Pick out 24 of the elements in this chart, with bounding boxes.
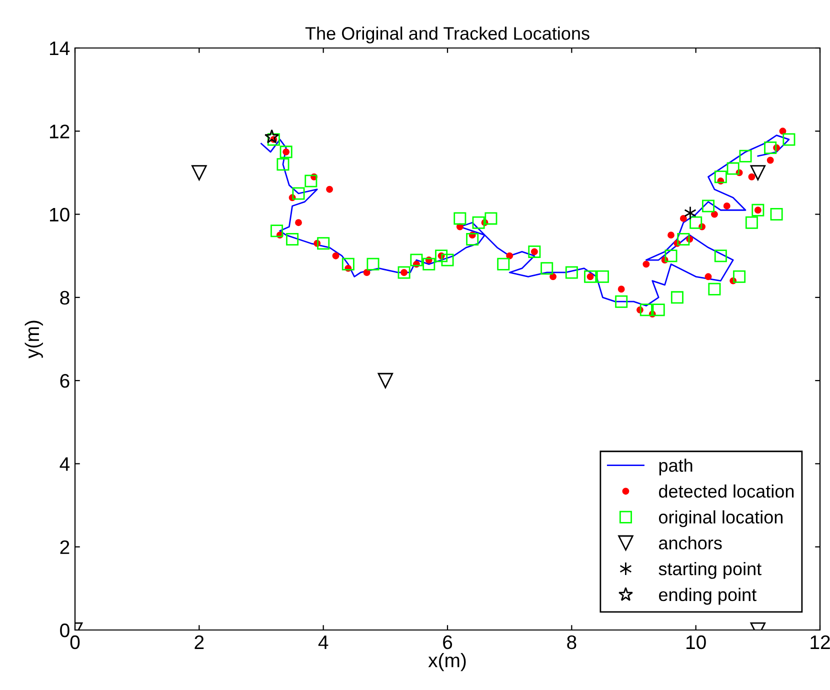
legend-label: detected location — [658, 484, 794, 498]
legend-label: original location — [658, 510, 783, 528]
y-tick-label: 0 — [60, 623, 70, 638]
x-axis-title: x(m) — [428, 652, 466, 672]
y-tick-label: 6 — [60, 374, 70, 388]
legend-label: starting point — [658, 562, 762, 579]
y-tick-label: 8 — [60, 290, 70, 305]
x-tick-label: 0 — [70, 635, 80, 650]
y-tick-label: 14 — [50, 42, 70, 56]
y-tick-label: 4 — [60, 457, 70, 471]
legend-label: path — [659, 458, 692, 476]
x-tick-label: 12 — [810, 635, 830, 649]
y-tick-label: 2 — [60, 540, 70, 554]
x-tick-label: 8 — [567, 635, 576, 650]
x-tick-label: 6 — [443, 635, 452, 650]
y-axis-title: y(m) — [24, 320, 43, 358]
x-tick-label: 10 — [686, 635, 706, 650]
legend-label: anchors — [658, 536, 722, 550]
chart-title: The Original and Tracked Locations — [305, 26, 590, 44]
y-tick-label: 10 — [50, 208, 70, 222]
y-tick-label: 12 — [50, 124, 70, 138]
legend-label: ending point — [658, 588, 756, 605]
x-tick-label: 4 — [318, 636, 328, 649]
x-tick-label: 2 — [194, 635, 204, 649]
